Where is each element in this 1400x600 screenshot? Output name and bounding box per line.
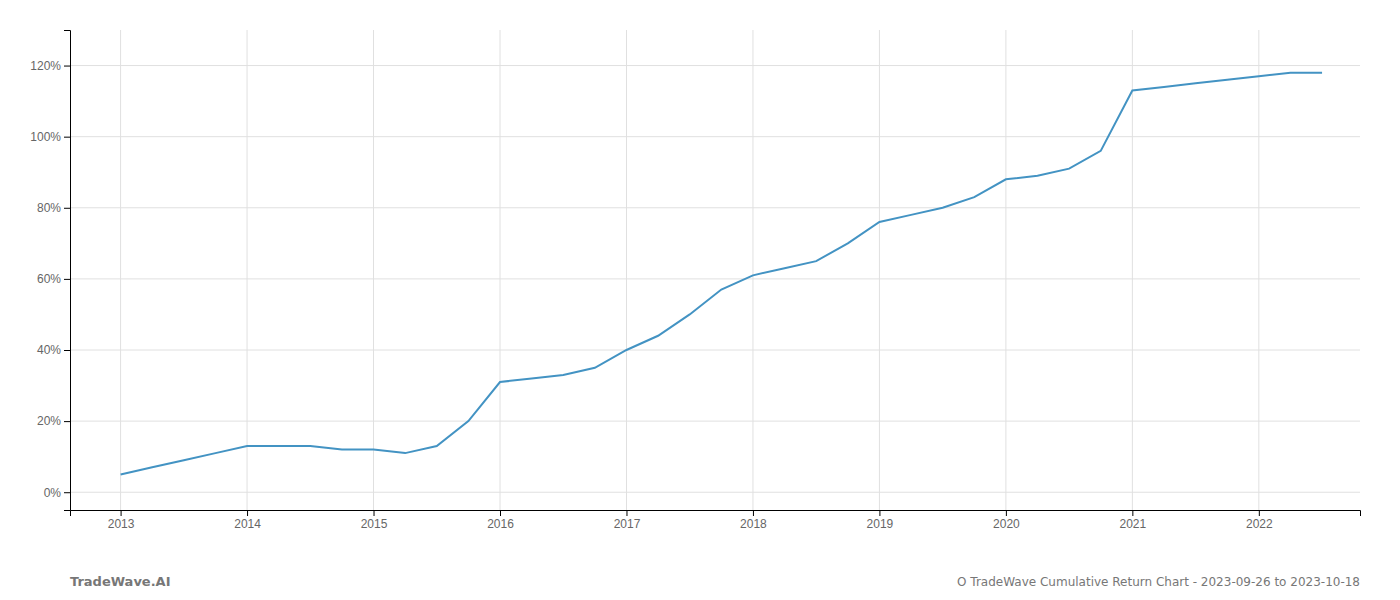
x-grid-line: [373, 30, 374, 510]
x-grid-line: [500, 30, 501, 510]
x-tick-label: 2022: [1246, 517, 1273, 531]
x-tick: 2019: [867, 510, 894, 531]
x-tick-label: 2019: [867, 517, 894, 531]
y-tick-mark: [64, 421, 70, 422]
x-tick-mark: [247, 510, 248, 516]
x-axis: 2013 2014 2015 2016 2017 2018 2019 2020 2021 2022: [71, 510, 1361, 531]
y-grid-line: [70, 278, 1360, 279]
watermark: TradeWave.AI: [70, 574, 171, 589]
x-grid-line: [1258, 30, 1259, 510]
chart: 2013 2014 2015 2016 2017 2018 2019 2020 2021 2022…: [0, 0, 1400, 600]
grid: [70, 30, 1360, 510]
x-grid-line: [752, 30, 753, 510]
title: O TradeWave Cumulative Return Chart - 20…: [957, 575, 1360, 589]
x-tick-label: 2018: [740, 517, 767, 531]
y-tick: 80%: [37, 201, 70, 215]
y-tick-mark: [64, 208, 70, 209]
x-tick-mark: [1259, 510, 1260, 516]
x-tick-label: 2015: [361, 517, 388, 531]
x-tick-label: 2020: [993, 517, 1020, 531]
y-axis: 0% 20% 40% 60% 80% 100% 120%: [30, 31, 70, 511]
y-tick: 0%: [44, 486, 70, 500]
y-tick-label: 100%: [30, 130, 61, 144]
y-grid-line: [70, 492, 1360, 493]
x-tick-mark: [374, 510, 375, 516]
x-tick: 2013: [108, 510, 135, 531]
y-tick-mark: [64, 492, 70, 493]
y-tick-mark: [64, 137, 70, 138]
x-tick: 2015: [361, 510, 388, 531]
plot: 2013 2014 2015 2016 2017 2018 2019 2020 2021 2022…: [30, 30, 1360, 531]
x-tick: 2022: [1246, 510, 1273, 531]
x-tick: 2016: [487, 510, 514, 531]
y-tick-label: 120%: [30, 59, 61, 73]
line: [121, 73, 1322, 475]
x-tick: 2020: [993, 510, 1020, 531]
x-tick-mark: [1132, 510, 1133, 516]
x-tick: 2018: [740, 510, 767, 531]
x-tick-mark: [121, 510, 122, 516]
y-tick-label: 40%: [37, 343, 61, 357]
y-grid-line: [70, 350, 1360, 351]
y-tick-label: 60%: [37, 272, 61, 286]
x-grid-line: [1132, 30, 1133, 510]
x-tick: 2021: [1120, 510, 1147, 531]
x-tick-mark: [626, 510, 627, 516]
x-tick-mark: [1006, 510, 1007, 516]
x-tick-label: 2017: [614, 517, 641, 531]
x-grid-line: [120, 30, 121, 510]
x-axis-line: [71, 511, 1361, 517]
y-tick-mark: [64, 350, 70, 351]
x-tick: 2014: [234, 510, 261, 531]
y-grid-line: [70, 136, 1360, 137]
x-grid-line: [879, 30, 880, 510]
y-tick: 60%: [37, 272, 70, 286]
y-tick-label: 0%: [44, 486, 62, 500]
x-tick-mark: [753, 510, 754, 516]
x-tick-label: 2016: [487, 517, 514, 531]
x-tick-label: 2013: [108, 517, 135, 531]
x-grid-line: [626, 30, 627, 510]
x-tick-label: 2021: [1120, 517, 1147, 531]
y-axis-line: [64, 31, 71, 511]
y-tick-label: 20%: [37, 414, 61, 428]
marks: [121, 73, 1322, 475]
y-tick: 40%: [37, 343, 70, 357]
y-grid-line: [70, 421, 1360, 422]
y-tick-mark: [64, 66, 70, 67]
y-tick-mark: [64, 279, 70, 280]
y-grid-line: [70, 207, 1360, 208]
y-tick: 100%: [30, 130, 70, 144]
x-tick-mark: [879, 510, 880, 516]
y-tick-label: 80%: [37, 201, 61, 215]
x-grid-line: [247, 30, 248, 510]
y-grid-line: [70, 65, 1360, 66]
x-tick: 2017: [614, 510, 641, 531]
x-tick-label: 2014: [234, 517, 261, 531]
x-tick-mark: [500, 510, 501, 516]
x-grid-line: [1005, 30, 1006, 510]
y-tick: 20%: [37, 414, 70, 428]
y-tick: 120%: [30, 59, 70, 73]
